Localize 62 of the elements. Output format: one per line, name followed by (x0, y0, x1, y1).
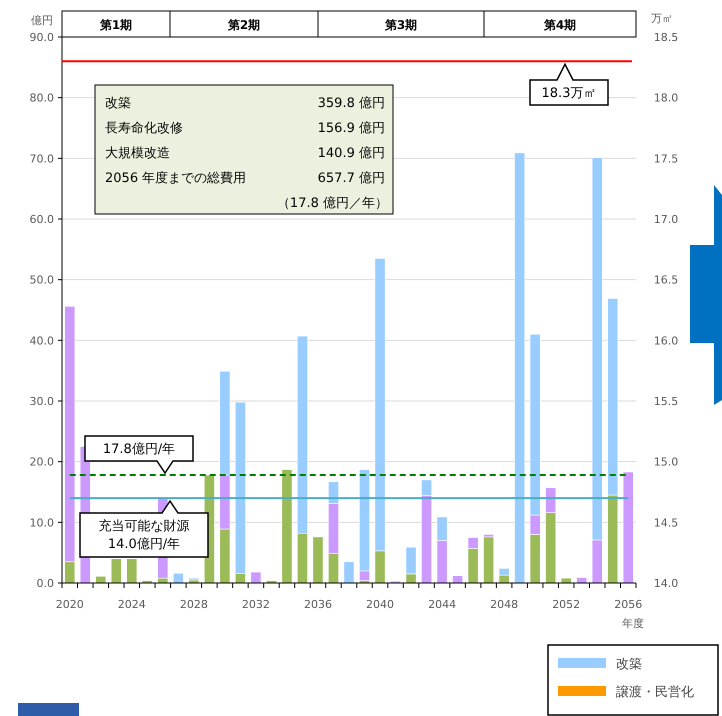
ref-line-label: 17.8億円/年 (102, 442, 176, 457)
bar (483, 536, 494, 584)
bar (172, 572, 184, 584)
y2-tick-label: 16.0 (654, 334, 678, 348)
y-tick-label: 10.0 (30, 516, 54, 530)
x-tick-label: 2024 (118, 598, 146, 611)
ref-line-label: 18.3万㎡ (542, 86, 596, 101)
annotation: 長寿命化改修 (105, 121, 183, 136)
annotation: 大規模改造 (105, 146, 170, 161)
y-tick-label: 60.0 (30, 213, 54, 226)
y-tick-label: 20.0 (30, 456, 54, 469)
annotation: 657.7 億円 (318, 171, 385, 186)
annotation: 359.8 億円 (318, 96, 385, 111)
annotation: 2056 年度までの総費用 (105, 170, 246, 186)
text: 第2期 (226, 18, 260, 32)
bar (110, 558, 122, 584)
legend-label: 改築 (616, 657, 642, 672)
x-axis-title: 年度 (622, 617, 644, 630)
y2-tick-label: 15.0 (654, 456, 678, 469)
y2-axis-title: 万㎡ (651, 12, 673, 25)
bar (514, 152, 526, 584)
text: 第3期 (384, 18, 418, 32)
bar (622, 472, 634, 584)
y-tick-label: 0.0 (36, 577, 54, 590)
text: 第1期 (98, 18, 132, 32)
legend-label: 譲渡・民営化 (616, 685, 694, 700)
y2-tick-label: 18.5 (654, 31, 678, 44)
y-tick-label: 90.0 (30, 31, 54, 44)
y2-tick-label: 16.5 (654, 274, 678, 287)
y2-tick-label: 18.0 (654, 92, 678, 105)
x-tick-label: 2052 (552, 598, 580, 611)
y-tick-label: 30.0 (30, 395, 54, 408)
annotation: 140.9 億円 (318, 146, 385, 161)
y2-tick-label: 14.5 (654, 516, 678, 530)
x-tick-label: 2028 (180, 598, 208, 611)
y-tick-label: 70.0 (30, 152, 54, 166)
bar (452, 575, 464, 584)
y-tick-label: 80.0 (30, 92, 54, 105)
y-axis-title: 億円 (31, 14, 53, 27)
bar (344, 561, 354, 584)
x-tick-label: 2044 (428, 598, 456, 611)
x-tick-label: 2036 (304, 598, 332, 611)
ref-line-label: 充当可能な財源 14.0億円/年 (98, 519, 190, 552)
annotation: （17.8 億円／年） (276, 196, 388, 211)
x-tick-label: 2048 (490, 598, 518, 611)
bar (282, 469, 292, 584)
bar (250, 572, 262, 584)
y2-tick-label: 15.5 (654, 395, 678, 408)
y2-tick-label: 17.0 (654, 213, 678, 226)
bar (126, 558, 138, 584)
annotation: 改築 (105, 96, 131, 111)
x-tick-label: 2032 (242, 598, 270, 611)
text: 第4期 (542, 18, 576, 32)
y-tick-label: 40.0 (30, 334, 54, 348)
x-tick-label: 2020 (56, 598, 84, 611)
y-tick-label: 50.0 (30, 274, 54, 287)
annotation: 156.9 億円 (318, 121, 385, 136)
bar (312, 536, 324, 584)
x-tick-label: 2056 (614, 598, 642, 611)
y2-tick-label: 17.5 (654, 152, 678, 166)
x-tick-label: 2040 (366, 598, 394, 611)
y2-tick-label: 14.0 (654, 577, 678, 590)
